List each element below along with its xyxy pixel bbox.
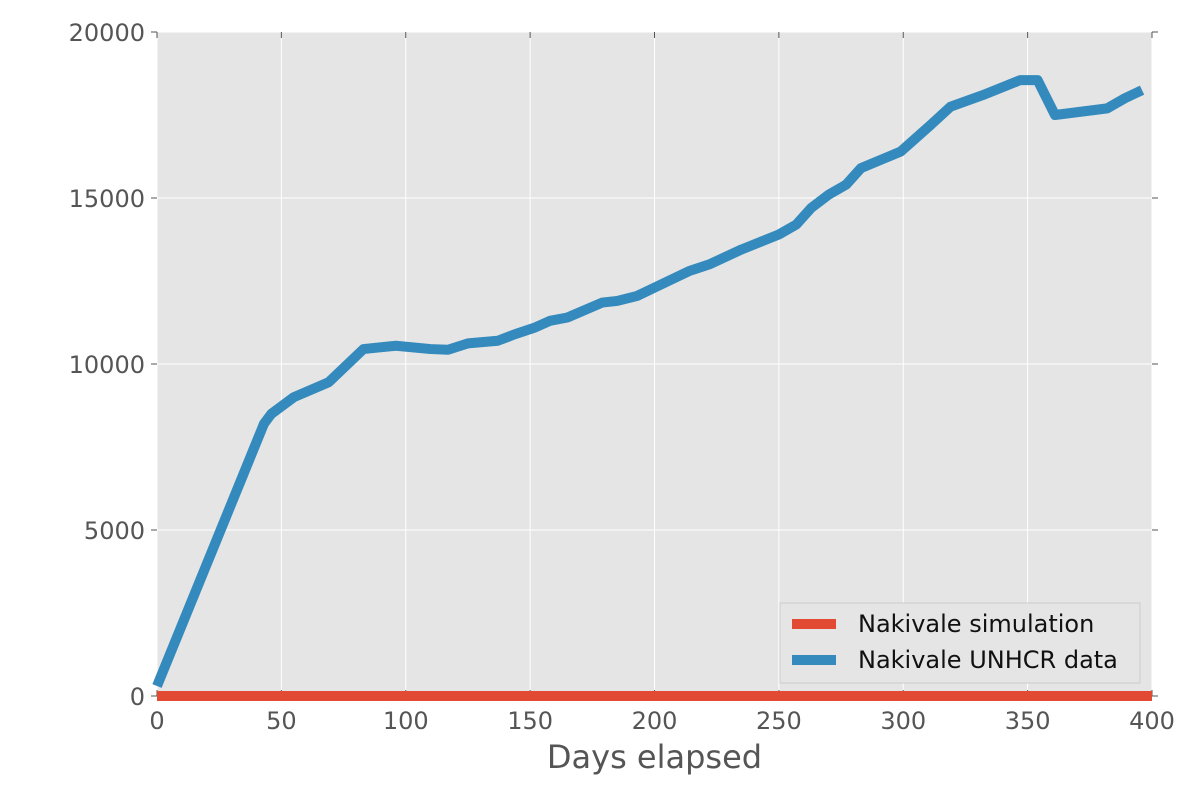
legend-box bbox=[779, 602, 1141, 684]
y-tick-label: 15000 bbox=[69, 185, 145, 213]
legend-label-2: Nakivale UNHCR data bbox=[858, 646, 1118, 674]
x-tick-label: 300 bbox=[880, 707, 926, 735]
x-tick-label: 200 bbox=[632, 707, 678, 735]
y-tick-label: 20000 bbox=[69, 19, 145, 47]
y-tick-label: 0 bbox=[130, 683, 145, 711]
tick-labels: 0 50 100 150 200 250 300 350 400 0 5000 10000 15000 2… bbox=[69, 19, 1175, 735]
y-tick-label: 10000 bbox=[69, 351, 145, 379]
y-tick-label: 5000 bbox=[84, 517, 145, 545]
x-tick-label: 0 bbox=[149, 707, 164, 735]
x-tick-label: 50 bbox=[266, 707, 297, 735]
x-tick-label: 150 bbox=[507, 707, 553, 735]
x-tick-label: 250 bbox=[756, 707, 802, 735]
x-tick-label: 350 bbox=[1005, 707, 1051, 735]
x-axis-label: Days elapsed bbox=[547, 738, 762, 776]
series-lines bbox=[152, 75, 1152, 701]
x-tick-label: 400 bbox=[1129, 707, 1175, 735]
series-line-2 bbox=[152, 75, 1145, 688]
x-tick-label: 100 bbox=[383, 707, 429, 735]
legend: Nakivale simulation Nakivale UNHCR data bbox=[779, 602, 1141, 684]
legend-label-1: Nakivale simulation bbox=[858, 610, 1094, 638]
